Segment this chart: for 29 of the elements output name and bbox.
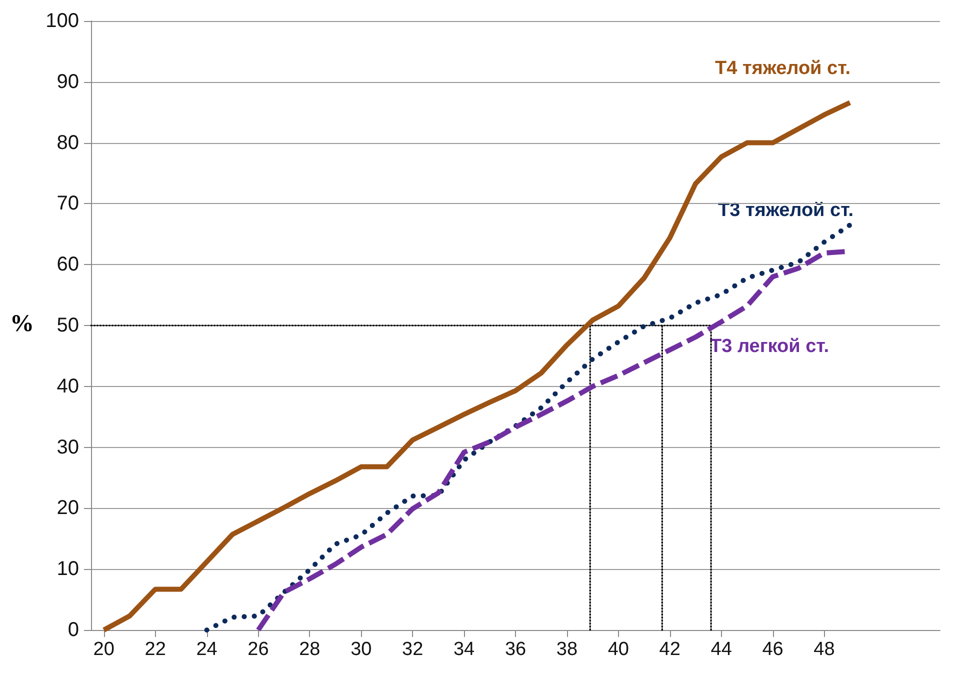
y-tick-label: 20 [56, 497, 79, 520]
x-tick-label: 44 [710, 639, 732, 660]
x-tick-label: 38 [556, 639, 578, 660]
y-axis-title: % [10, 311, 34, 337]
y-tick-label: 70 [56, 192, 79, 215]
series-label: T4 тяжелой ст. [715, 58, 850, 79]
x-tick-label: 32 [402, 639, 424, 660]
x-tick-label: 48 [814, 639, 835, 660]
x-tick-label: 46 [762, 639, 784, 660]
x-tick-label: 36 [504, 639, 526, 660]
y-tick-label: 40 [56, 375, 79, 398]
y-tick-label: 60 [56, 254, 79, 276]
x-tick-label: 20 [93, 639, 114, 660]
x-tick-label: 42 [659, 639, 680, 660]
y-tick-label: 100 [46, 10, 79, 32]
y-tick-label: 30 [56, 436, 79, 458]
y-tick-label: 80 [56, 132, 79, 154]
y-tick-label: 50 [56, 314, 79, 336]
series-label: T3 легкой ст. [710, 336, 830, 357]
x-tick-label: 26 [248, 639, 269, 660]
y-tick-label: 10 [56, 558, 79, 580]
x-tick-label: 24 [196, 639, 218, 660]
x-tick-label: 28 [299, 639, 320, 660]
x-tick-label: 22 [144, 639, 166, 660]
x-tick-label: 40 [608, 639, 629, 660]
x-tick-label: 30 [350, 639, 372, 660]
y-tick-label: 0 [68, 619, 79, 641]
x-tick-label: 34 [453, 639, 476, 660]
y-tick-label: 90 [56, 70, 79, 93]
